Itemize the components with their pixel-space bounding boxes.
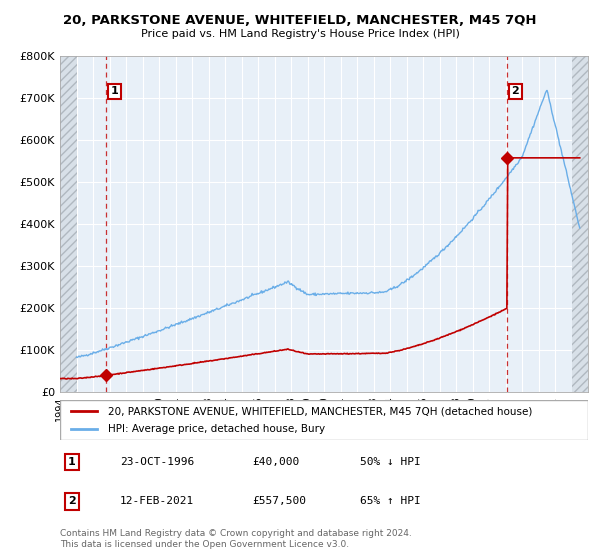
- Text: £40,000: £40,000: [252, 457, 299, 467]
- Bar: [60, 56, 77, 392]
- Bar: [571, 56, 588, 392]
- Text: Price paid vs. HM Land Registry's House Price Index (HPI): Price paid vs. HM Land Registry's House …: [140, 29, 460, 39]
- Text: Contains HM Land Registry data © Crown copyright and database right 2024.
This d: Contains HM Land Registry data © Crown c…: [60, 529, 412, 549]
- Text: 1: 1: [110, 86, 118, 96]
- Text: 65% ↑ HPI: 65% ↑ HPI: [360, 496, 421, 506]
- Text: HPI: Average price, detached house, Bury: HPI: Average price, detached house, Bury: [107, 423, 325, 433]
- Text: 23-OCT-1996: 23-OCT-1996: [120, 457, 194, 467]
- Text: £557,500: £557,500: [252, 496, 306, 506]
- Text: 12-FEB-2021: 12-FEB-2021: [120, 496, 194, 506]
- FancyBboxPatch shape: [60, 400, 588, 440]
- Text: 1: 1: [68, 457, 76, 467]
- Text: 2: 2: [512, 86, 520, 96]
- Text: 2: 2: [68, 496, 76, 506]
- Text: 50% ↓ HPI: 50% ↓ HPI: [360, 457, 421, 467]
- Text: 20, PARKSTONE AVENUE, WHITEFIELD, MANCHESTER, M45 7QH: 20, PARKSTONE AVENUE, WHITEFIELD, MANCHE…: [63, 14, 537, 27]
- Text: 20, PARKSTONE AVENUE, WHITEFIELD, MANCHESTER, M45 7QH (detached house): 20, PARKSTONE AVENUE, WHITEFIELD, MANCHE…: [107, 407, 532, 417]
